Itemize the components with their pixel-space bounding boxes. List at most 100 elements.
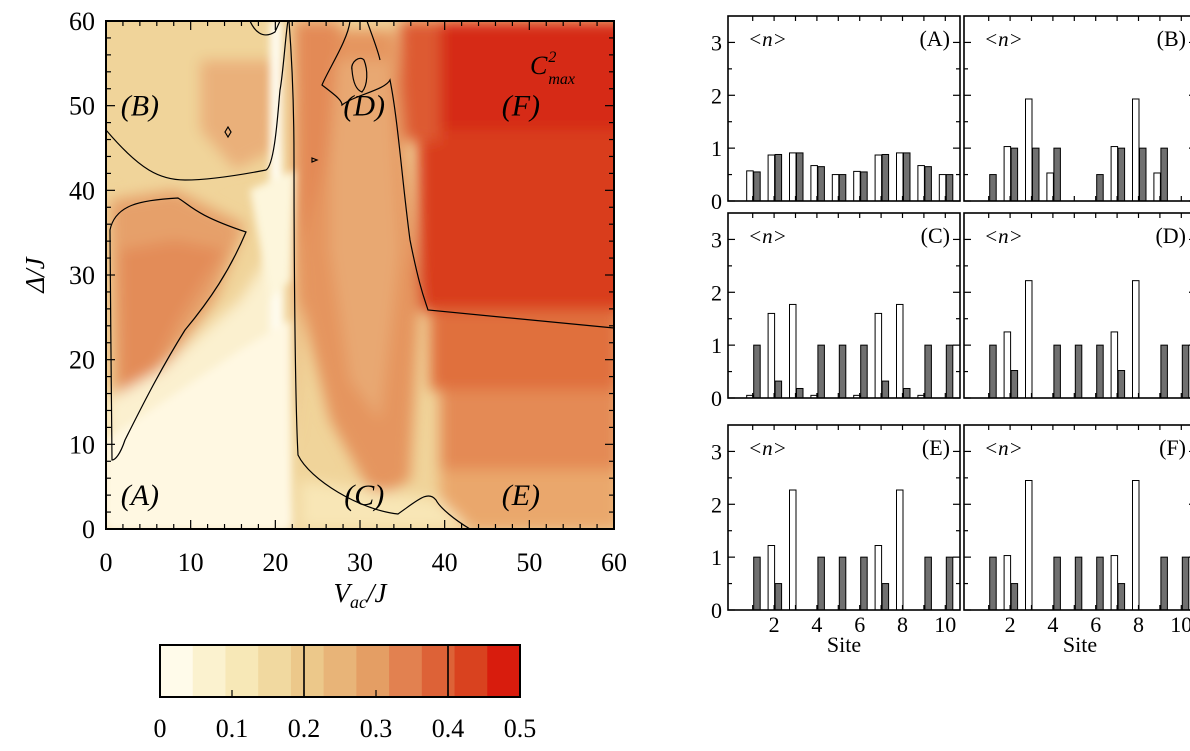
heatmap-field: [106, 21, 614, 529]
y-tick-label: 0: [711, 598, 722, 623]
bar-panel: <n> (B): [963, 15, 1190, 202]
colorbar-tick-label: 0.2: [288, 714, 321, 743]
bar-filled: [903, 387, 911, 399]
bar-open: [1110, 555, 1119, 611]
heatmap-y-axis-label: Δ/J: [20, 255, 50, 293]
panel-frame: [963, 212, 1190, 399]
bar-filled: [1096, 556, 1104, 611]
region-label: (F): [502, 90, 540, 123]
y-tick-label: 0: [82, 515, 95, 544]
region-label: (C): [344, 479, 384, 512]
bar-filled: [1117, 370, 1126, 399]
heatmap-title: C2 max: [530, 49, 575, 88]
x-tick-label: 2: [769, 612, 780, 637]
y-tick-label: 1: [711, 136, 722, 161]
bar-filled: [924, 166, 932, 202]
bar-open: [1025, 280, 1033, 399]
bar-filled: [796, 387, 804, 399]
panel-y-label: <n>: [984, 436, 1023, 460]
bar-filled: [774, 583, 783, 611]
y-tick-label: 40: [69, 176, 95, 205]
bar-filled: [881, 380, 890, 399]
panel-y-label: <n>: [984, 27, 1023, 51]
bar-open: [1132, 480, 1140, 611]
bar-open: [1110, 146, 1119, 202]
y-tick-label: 1: [711, 545, 722, 570]
bar-open: [874, 154, 883, 202]
bar-filled: [753, 344, 761, 399]
bar-filled: [860, 171, 868, 202]
colorbar-cell: [160, 645, 194, 697]
region-label: (D): [343, 90, 385, 123]
colorbar-tick-label: 0.1: [216, 714, 249, 743]
panel-y-label: <n>: [748, 224, 787, 248]
panel-frame: [963, 424, 1190, 611]
colorbar-cell: [487, 645, 521, 697]
y-tick-label: 3: [711, 439, 722, 464]
heatmap-region-labels: (A) (B) (C) (D) (E) (F): [121, 90, 540, 512]
bar-panel: 0 1 2 3 <n> (A): [711, 15, 961, 214]
heatmap-axis-ticks: [105, 20, 615, 530]
bar-filled: [1096, 344, 1104, 399]
bar-open: [874, 312, 883, 399]
bar-filled: [881, 153, 890, 202]
bar-filled: [1074, 344, 1083, 399]
bar-filled: [1053, 344, 1061, 399]
bar-filled: [989, 344, 997, 399]
x-tick-label: 50: [516, 548, 542, 577]
bar-filled: [1010, 147, 1019, 202]
bar-filled: [1032, 147, 1040, 202]
heatmap-panel: 0 10 20 30 40 50 60 0 10 20 30 40 50 60 Vac/J Δ/J C2 m…: [20, 7, 627, 612]
colorbar-tick-label: 0.3: [360, 714, 393, 743]
panel-label: (D): [1155, 223, 1186, 248]
y-tick-label: 0: [711, 386, 722, 411]
x-tick-label: 4: [811, 612, 822, 637]
panel-label: (E): [922, 435, 950, 460]
bar-filled: [796, 152, 804, 202]
bar-open: [1110, 331, 1119, 399]
x-tick-label: 10: [178, 548, 204, 577]
bar-filled: [1181, 344, 1190, 399]
panel-frame: [727, 212, 961, 399]
panel-label: (B): [1157, 26, 1186, 51]
colorbar-cell: [454, 645, 488, 697]
y-tick-label: 0: [711, 189, 722, 214]
colorbar-tick-label: 0.4: [432, 714, 465, 743]
bar-open: [767, 545, 776, 611]
bar-open: [896, 152, 904, 202]
panel-label: (A): [919, 26, 950, 51]
colorbar-cell: [225, 645, 259, 697]
bar-filled: [1053, 556, 1061, 611]
bar-filled: [1010, 370, 1019, 399]
x-tick-label: 6: [1090, 612, 1101, 637]
colorbar-cell: [258, 645, 292, 697]
bar-filled: [860, 556, 868, 611]
heatmap-tick-labels: 0 10 20 30 40 50 60 0 10 20 30 40 50 60: [69, 7, 627, 577]
panel-y-label: <n>: [748, 436, 787, 460]
x-tick-label: 40: [432, 548, 458, 577]
x-tick-label: 6: [854, 612, 865, 637]
bar-filled: [774, 380, 783, 399]
colorbar-tick-label: 0: [154, 714, 167, 743]
colorbar-tick-label: 0.5: [504, 714, 537, 743]
y-tick-label: 3: [711, 227, 722, 252]
bar-filled: [1096, 174, 1104, 202]
y-tick-label: 2: [711, 83, 722, 108]
bar-filled: [1010, 583, 1019, 611]
bar-filled: [924, 556, 932, 611]
x-axis-label: Site: [827, 632, 861, 657]
y-tick-label: 2: [711, 280, 722, 305]
bar-open: [1003, 555, 1012, 611]
bar-filled: [945, 556, 954, 611]
colorbar-cell: [290, 645, 325, 697]
x-tick-label: 20: [262, 548, 288, 577]
bar-filled: [838, 344, 847, 399]
bar-filled: [753, 171, 761, 202]
panel-frame: [963, 15, 1190, 202]
bar-filled: [817, 344, 825, 399]
x-tick-label: 0: [100, 548, 113, 577]
bar-filled: [1160, 556, 1168, 611]
bar-filled: [860, 344, 868, 399]
x-axis-label: Site: [1063, 632, 1097, 657]
